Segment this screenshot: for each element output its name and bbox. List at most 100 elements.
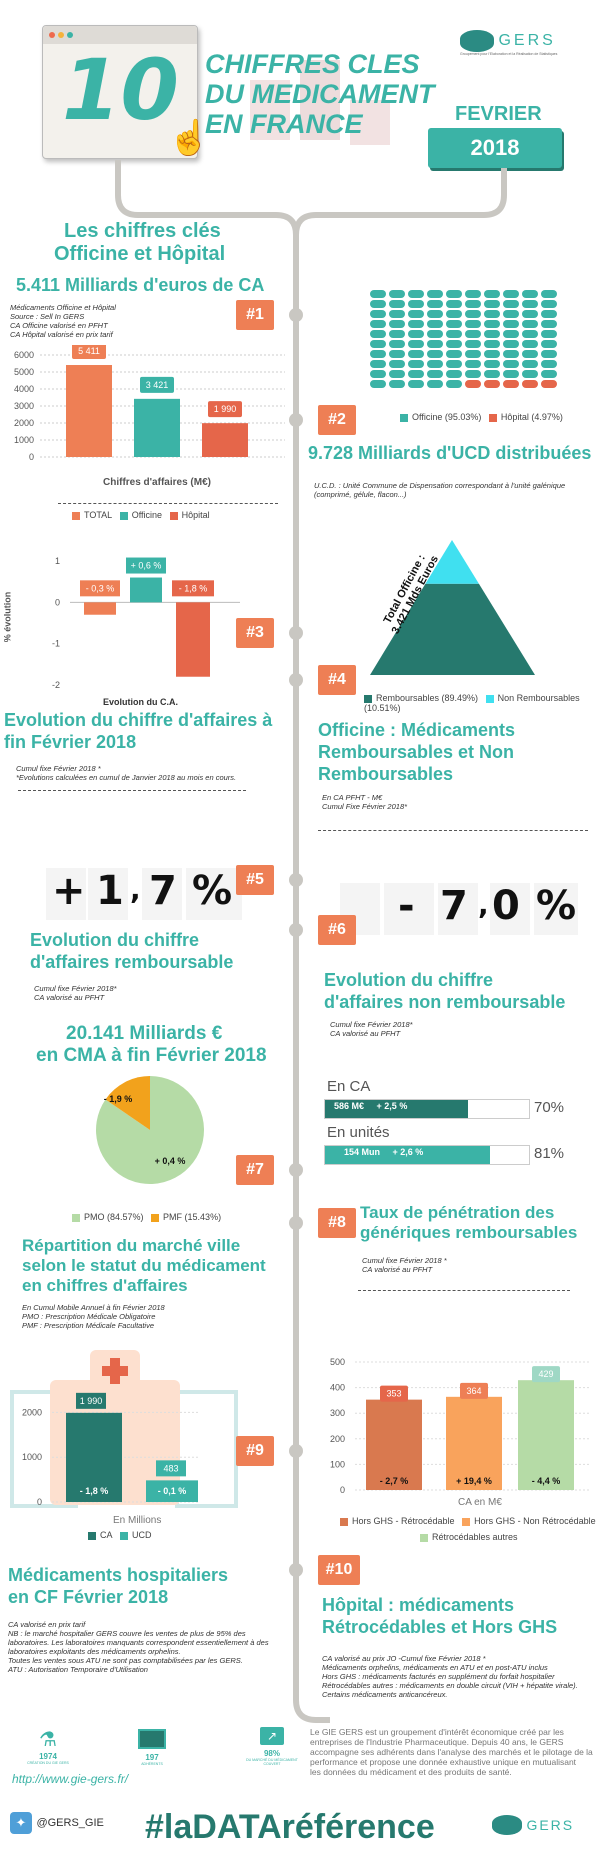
pill-icon: [541, 380, 557, 388]
stat-coverage-label: DU MARCHÉ DU MÉDICAMENT COUVERT: [246, 1758, 298, 1766]
section10-notes: CA valorisé au prix JO -Cumul fixe Févri…: [322, 1654, 578, 1699]
microscope-icon: ⚗: [39, 1729, 57, 1751]
pill-icon: [427, 360, 443, 368]
section3-ylabel: % évolution: [2, 591, 13, 643]
bar: [84, 602, 116, 615]
ca-progress-track: [324, 1099, 530, 1119]
bar: [176, 602, 210, 677]
section6-heading-2: d'affaires non remboursable: [324, 992, 566, 1012]
section10-badge: #10: [318, 1555, 360, 1585]
legend-ucd: UCD: [132, 1530, 152, 1540]
pill-icon: [370, 350, 386, 358]
pill-icon: [370, 300, 386, 308]
section10-note: Rétrocédables autres : médicaments en do…: [322, 1681, 578, 1690]
data-label: - 1,8 %: [179, 583, 208, 593]
y-tick-label: 0: [37, 1497, 42, 1507]
bar: [66, 365, 112, 457]
section7-notes: En Cumul Mobile Annuel à fin Février 201…: [22, 1303, 165, 1330]
section8-heading-1: Taux de pénétration des: [360, 1203, 555, 1222]
section9-note: CA valorisé en prix tarif: [8, 1620, 86, 1629]
pill-icon: [389, 360, 405, 368]
pill-icon: [408, 350, 424, 358]
pill-icon: [427, 300, 443, 308]
hand-cursor-icon: ☝: [168, 119, 211, 157]
pill-icon: [389, 300, 405, 308]
gers-logo-icon: [492, 1815, 522, 1835]
section1-notes: Médicaments Officine et Hôpital Source :…: [10, 303, 116, 339]
data-label-box: [208, 401, 242, 418]
stat-coverage-value: 98%: [263, 1749, 280, 1758]
section1-heading-1: Les chiffres clés: [64, 220, 221, 242]
pill-icon: [522, 380, 538, 388]
y-tick-label: 400: [330, 1383, 345, 1393]
pill-icon: [503, 380, 519, 388]
website-link[interactable]: http://www.gie-gers.fr/: [12, 1772, 129, 1786]
gers-logo-icon: [460, 30, 494, 52]
section4-heading-1: Officine : Médicaments: [318, 720, 516, 740]
timeline-dot: [289, 1563, 303, 1577]
legend-total: TOTAL: [84, 510, 113, 520]
section9-badge: #9: [236, 1436, 274, 1466]
pill-icon: [446, 290, 462, 298]
section4-heading-3: Remboursables: [318, 764, 454, 784]
pill-icon: [370, 290, 386, 298]
pill-icon: [522, 310, 538, 318]
header-year: 2018: [470, 135, 520, 160]
legend-hopital: Hôpital (4.97%): [500, 412, 563, 422]
section9-heading-1: Médicaments hospitaliers: [8, 1565, 229, 1585]
section6-note: CA valorisé au PFHT: [330, 1029, 401, 1038]
pill-icon: [522, 300, 538, 308]
data-label-box: [460, 1382, 488, 1399]
section4-note: Cumul Fixe Février 2018*: [322, 802, 408, 811]
screen-icon: [138, 1729, 166, 1749]
section3-note: *Evolutions calculées en cumul de Janvie…: [16, 773, 237, 782]
units-bar-evolution: + 2,6 %: [392, 1147, 424, 1157]
gers-logo-subtitle: Groupement pour l'Elaboration et la Réal…: [460, 52, 558, 56]
pill-icon: [446, 330, 462, 338]
pill-icon: [484, 330, 500, 338]
units-progress-track: [324, 1145, 530, 1165]
data-label: 429: [538, 1369, 553, 1379]
section3-heading-1: Evolution du chiffre d'affaires à: [4, 710, 273, 730]
data-label-box: [76, 1392, 106, 1409]
gers-logo-text: GERS: [498, 32, 556, 49]
pill-icon: [465, 330, 481, 338]
slice-label: + 0,4 %: [155, 1156, 186, 1166]
section8-note: Cumul fixe Février 2018 *: [362, 1256, 447, 1265]
section2-kpi: 9.728 Milliards d'UCD distribuées: [308, 443, 592, 463]
y-tick-label: 1: [55, 556, 60, 566]
section10-legend: Hors GHS - Rétrocédable Hors GHS - Non R…: [340, 1516, 596, 1542]
pill-icon: [446, 340, 462, 348]
pill-icon: [446, 310, 462, 318]
y-tick-label: 5000: [14, 367, 34, 377]
section7-note: En Cumul Mobile Annuel à fin Février 201…: [22, 1303, 165, 1312]
data-label-box: [156, 1460, 186, 1477]
header-title-1: CHIFFRES CLES: [205, 49, 420, 79]
section10-xlabel: CA en M€: [458, 1497, 502, 1508]
twitter-handle[interactable]: ✦ @GERS_GIE: [10, 1812, 104, 1834]
bar: [518, 1380, 574, 1490]
y-tick-label: -1: [52, 639, 60, 649]
section5-heading-2: d'affaires remboursable: [30, 952, 234, 972]
y-tick-label: 1000: [14, 435, 34, 445]
pill-icon: [370, 310, 386, 318]
ucd-waffle-chart: [370, 290, 557, 388]
data-label: + 0,6 %: [131, 561, 162, 571]
evolution-label: - 4,4 %: [532, 1476, 561, 1486]
pill-icon: [408, 290, 424, 298]
about-line: Le GIE GERS est un groupement d'intérêt …: [310, 1727, 564, 1737]
evolution-label: + 19,4 %: [456, 1476, 492, 1486]
data-label-box: [380, 1385, 408, 1402]
pill-icon: [427, 310, 443, 318]
timeline-dot: [289, 1444, 303, 1458]
legend-pmf: PMF (15.43%): [163, 1212, 222, 1222]
section3-xlabel: Evolution du C.A.: [103, 697, 178, 707]
bar: [134, 398, 180, 457]
header-number: 10: [62, 41, 179, 139]
section3-notes: Cumul fixe Février 2018 * *Evolutions ca…: [16, 764, 236, 782]
section9-note: NB : le marché hospitalier GERS couvre l…: [8, 1629, 246, 1638]
section4-heading-2: Remboursables et Non: [318, 742, 515, 762]
pill-icon: [446, 350, 462, 358]
pill-icon: [389, 330, 405, 338]
